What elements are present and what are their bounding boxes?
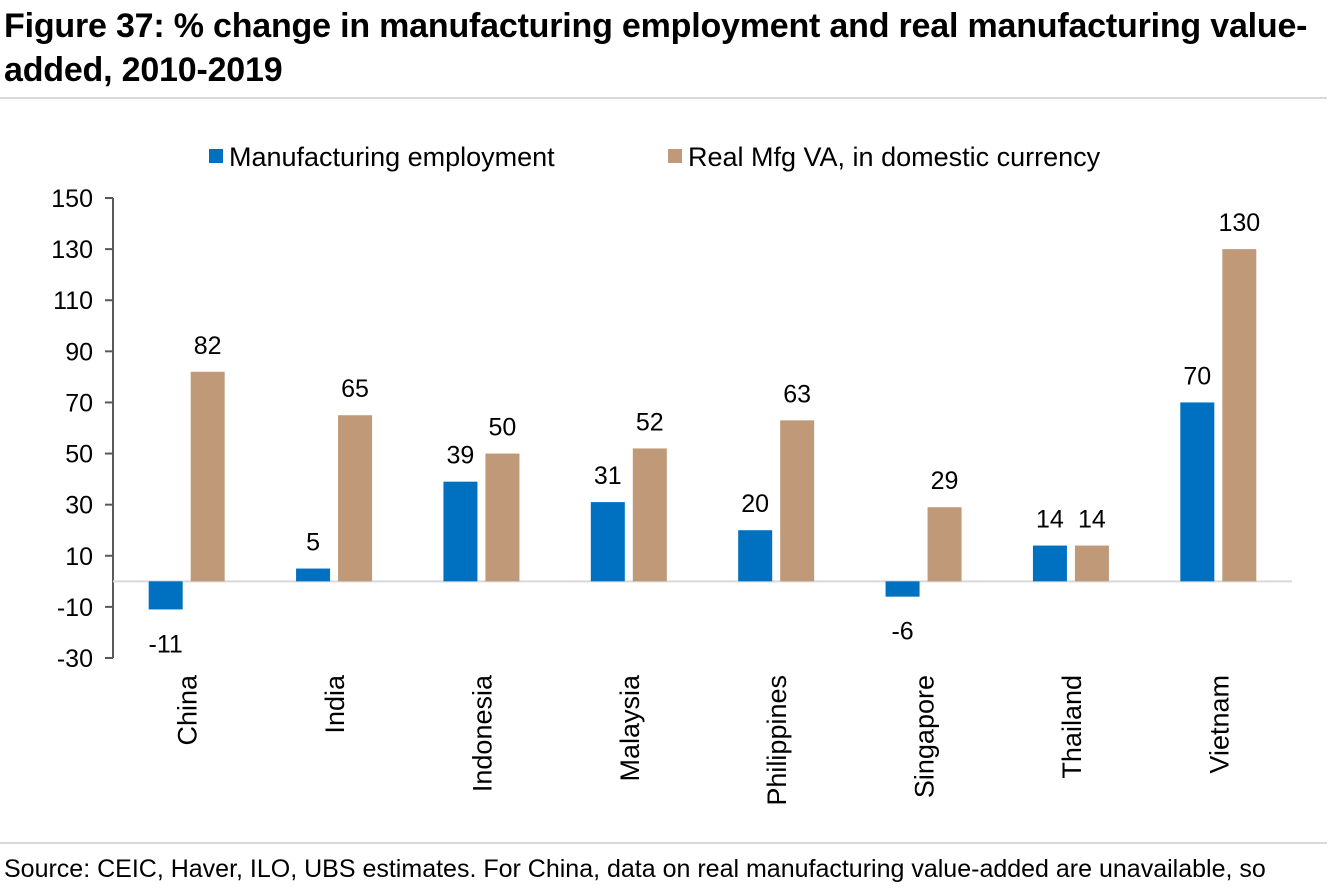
legend-swatch: [209, 149, 223, 163]
data-label: 20: [741, 490, 769, 518]
y-tick-label: 10: [65, 543, 93, 571]
data-label: 31: [594, 462, 622, 490]
figure-title: Figure 37: % change in manufacturing emp…: [4, 7, 1308, 89]
legend-swatch: [668, 149, 682, 163]
bar-employment-philippines: [738, 530, 773, 582]
bar-mfg-va-china: [190, 371, 225, 582]
category-label: India: [320, 674, 350, 734]
bar-mfg-va-malaysia: [632, 448, 667, 582]
y-tick-label: 130: [51, 236, 93, 264]
legend-label: Manufacturing employment: [229, 142, 555, 172]
y-tick-label: 70: [65, 389, 93, 417]
y-tick-label: 30: [65, 492, 93, 520]
bar-employment-indonesia: [443, 481, 478, 582]
x-axis-categories: China India Indonesia Malaysia Philippines Si…: [173, 674, 1235, 806]
bar-mfg-va-philippines: [780, 420, 815, 582]
data-label: 63: [783, 380, 811, 408]
data-label: 14: [1078, 506, 1106, 534]
category-label: Singapore: [910, 675, 940, 798]
category-label: Malaysia: [615, 674, 645, 782]
title-divider: [0, 97, 1327, 99]
chart-legend: Manufacturing employment Real Mfg VA, in …: [209, 142, 1101, 172]
data-label: 130: [1218, 209, 1260, 237]
y-tick-label: 50: [65, 441, 93, 469]
category-label: Indonesia: [467, 674, 497, 792]
y-tick-label: 150: [51, 185, 93, 213]
bar-employment-china: [148, 581, 183, 610]
data-label: 14: [1036, 506, 1064, 534]
bar-mfg-va-singapore: [927, 507, 962, 582]
bar-mfg-va-vietnam: [1222, 249, 1257, 582]
data-label: 39: [447, 442, 475, 470]
bar-employment-malaysia: [590, 502, 625, 582]
bar-mfg-va-indonesia: [485, 453, 520, 582]
bar-employment-thailand: [1032, 545, 1067, 582]
data-label: -6: [891, 618, 913, 646]
legend-label: Real Mfg VA, in domestic currency: [688, 142, 1101, 172]
data-label: 70: [1183, 362, 1211, 390]
category-label: China: [173, 674, 203, 746]
data-labels: -11 82 5 65 39 50 31 52 20 63 -6 29 14 14 70 130: [149, 209, 1261, 658]
category-label: Vietnam: [1204, 675, 1234, 774]
data-label: 5: [306, 529, 320, 557]
category-label: Philippines: [762, 675, 792, 806]
data-label: 65: [341, 375, 369, 403]
data-label: 52: [636, 408, 664, 436]
source-note: Source: CEIC, Haver, ILO, UBS estimates.…: [4, 855, 1266, 883]
source-divider: [0, 842, 1327, 844]
bar-mfg-va-thailand: [1074, 545, 1109, 582]
data-label: 82: [194, 332, 222, 360]
y-tick-label: -30: [57, 645, 93, 673]
y-tick-label: 90: [65, 338, 93, 366]
y-tick-label: -10: [57, 594, 93, 622]
bar-mfg-va-india: [338, 415, 373, 582]
y-axis: -30 -10 10 30 50 70 90 110 130 150: [51, 185, 1292, 673]
bar-employment-singapore: [885, 581, 920, 597]
bar-series-group: [148, 249, 1257, 610]
data-label: 50: [489, 414, 517, 442]
bar-employment-india: [296, 568, 331, 582]
category-label: Thailand: [1057, 675, 1087, 779]
y-tick-label: 110: [53, 287, 93, 315]
data-label: -11: [149, 630, 183, 658]
bar-employment-vietnam: [1180, 402, 1215, 582]
data-label: 29: [931, 467, 959, 495]
